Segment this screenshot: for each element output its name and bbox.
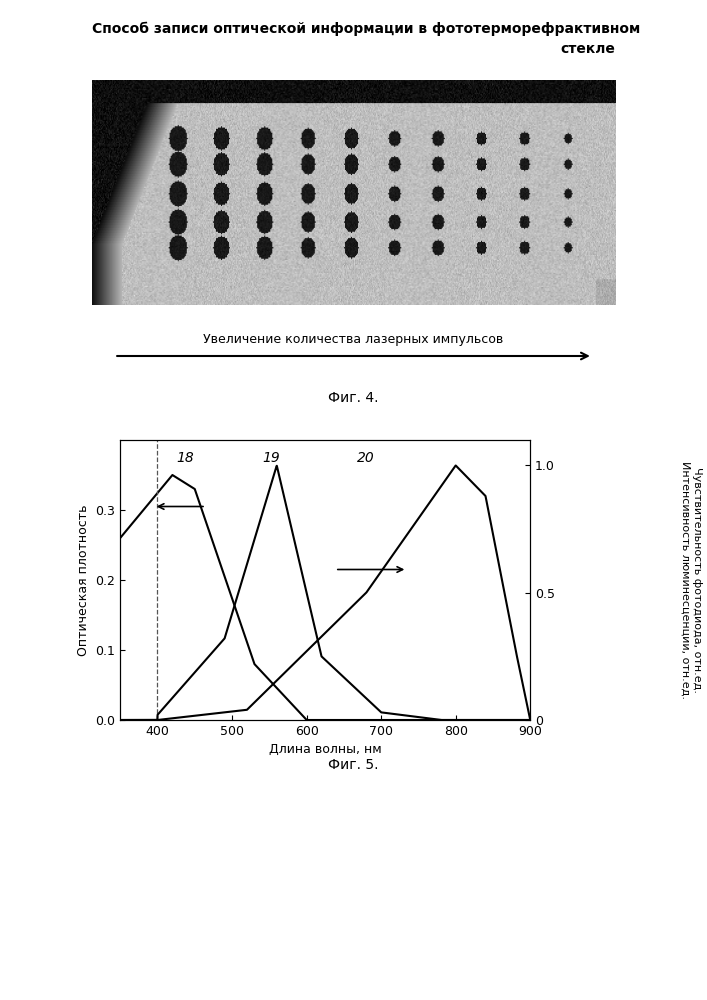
Y-axis label: Оптическая плотность: Оптическая плотность — [77, 504, 90, 656]
Text: Фиг. 5.: Фиг. 5. — [328, 758, 379, 772]
Y-axis label: Чувствительность фотодиода, отн.ед.
Интенсивность люминесценции, отн.ед.: Чувствительность фотодиода, отн.ед. Инте… — [680, 461, 702, 699]
Text: 19: 19 — [263, 450, 281, 464]
X-axis label: Длина волны, нм: Длина волны, нм — [269, 743, 382, 756]
Text: 18: 18 — [176, 450, 194, 464]
Text: Способ записи оптической информации в фототерморефрактивном: Способ записи оптической информации в фо… — [92, 22, 640, 36]
Text: Увеличение количества лазерных импульсов: Увеличение количества лазерных импульсов — [204, 334, 503, 347]
Text: Фиг. 4.: Фиг. 4. — [328, 391, 379, 405]
Text: стекле: стекле — [560, 42, 615, 56]
Text: 20: 20 — [357, 450, 375, 464]
